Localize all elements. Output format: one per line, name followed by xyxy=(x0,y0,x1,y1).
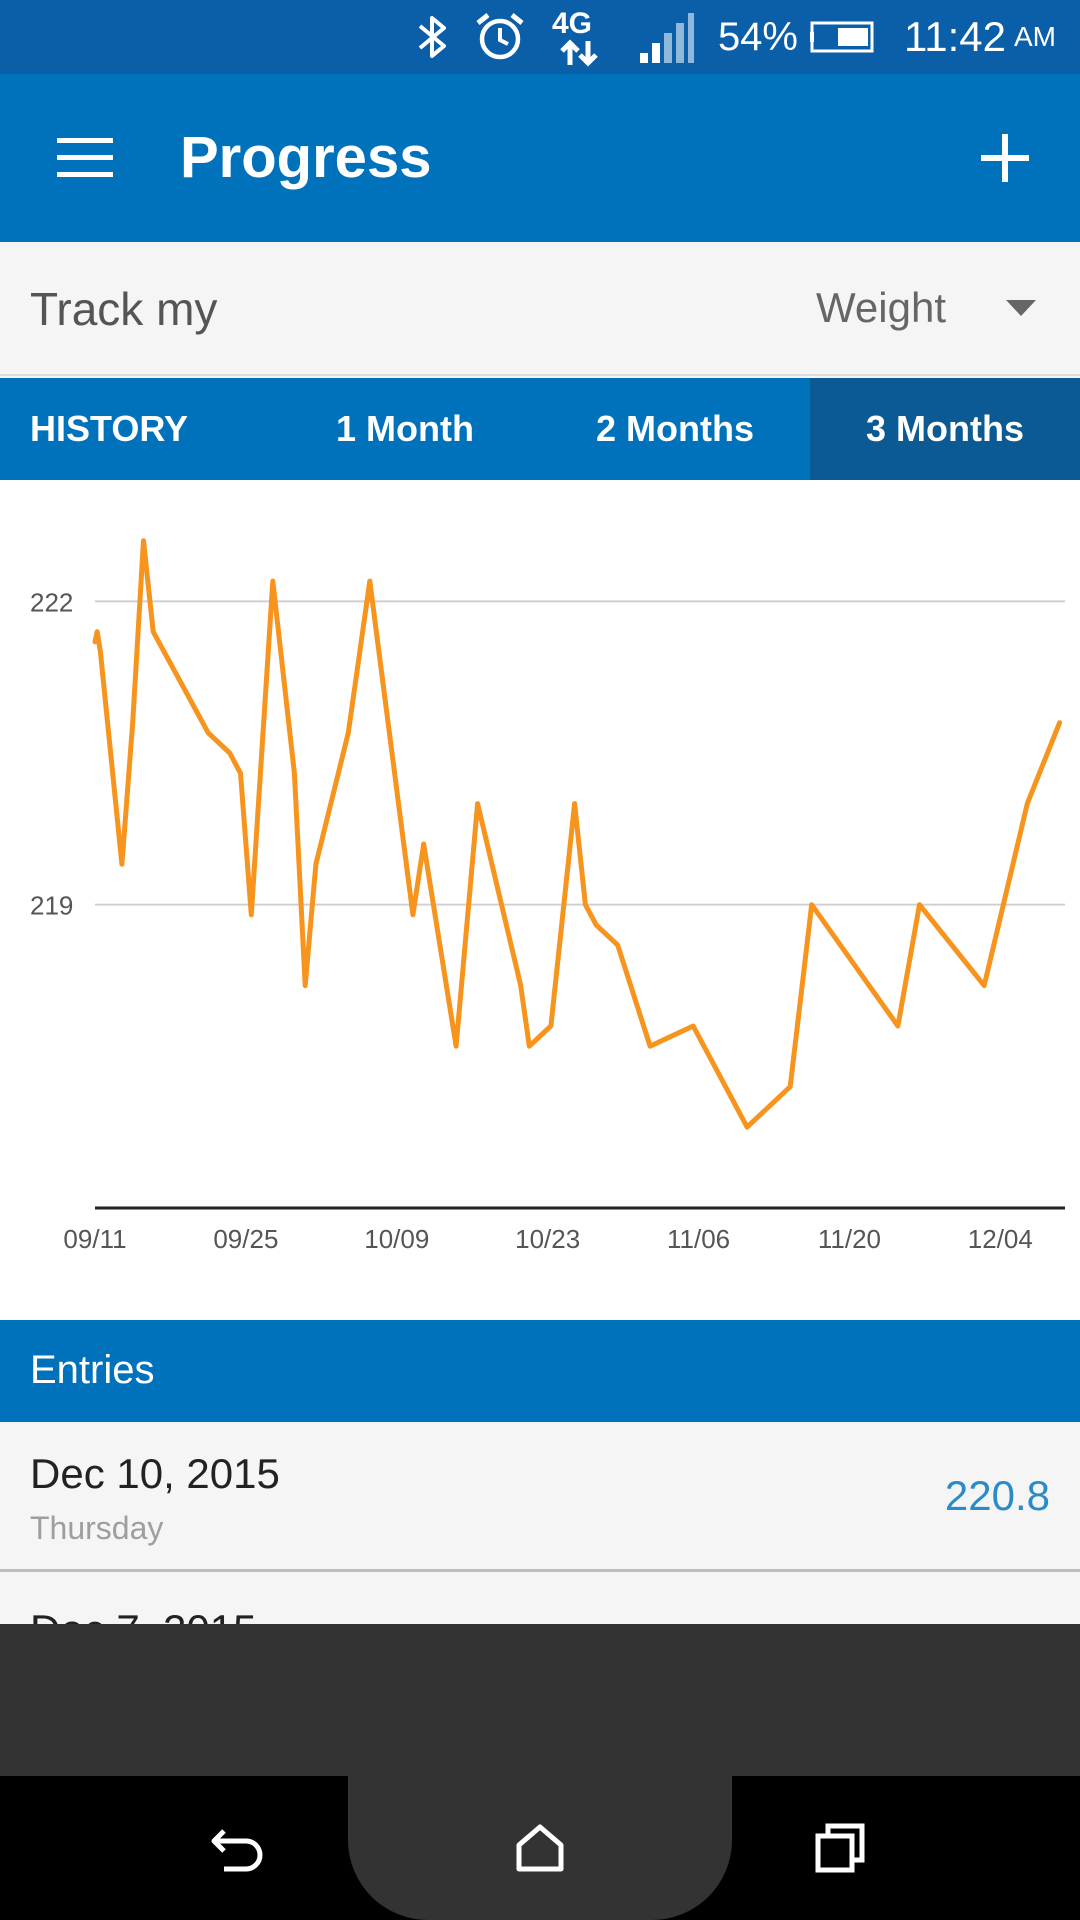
tab-history[interactable]: HISTORY xyxy=(30,408,189,449)
nav-bar xyxy=(0,1776,1080,1920)
chevron-down-icon xyxy=(1006,300,1036,316)
network-label: 4G xyxy=(552,7,592,40)
tab-2-months[interactable]: 2 Months xyxy=(596,408,754,449)
tab-1-month[interactable]: 1 Month xyxy=(336,408,474,449)
add-icon xyxy=(981,134,1029,182)
y-tick-label: 219 xyxy=(30,891,73,921)
x-tick-label: 09/25 xyxy=(213,1224,278,1254)
battery-icon xyxy=(810,20,878,54)
series-line xyxy=(92,538,1063,1130)
recents-button[interactable] xyxy=(780,1798,900,1898)
bluetooth-icon xyxy=(416,12,450,62)
signal-icon xyxy=(638,9,694,65)
entry-day: Thursday xyxy=(30,1510,164,1546)
home-pill xyxy=(348,1776,732,1920)
snackbar-overlay xyxy=(0,1624,1080,1776)
x-tick-label: 11/06 xyxy=(667,1224,730,1254)
back-button[interactable] xyxy=(180,1798,300,1898)
home-icon xyxy=(516,1824,564,1872)
battery-percent: 54% xyxy=(717,14,798,59)
entries-header: Entries xyxy=(0,1320,1080,1422)
add-button[interactable] xyxy=(960,118,1050,198)
alarm-icon xyxy=(474,11,526,63)
entry-date: Dec 10, 2015 xyxy=(30,1450,280,1497)
y-tick-label: 222 xyxy=(30,587,73,617)
page-title: Progress xyxy=(180,125,432,190)
x-tick-label: 09/11 xyxy=(63,1224,126,1254)
x-tick-label: 10/09 xyxy=(364,1224,429,1254)
back-icon xyxy=(211,1829,263,1872)
entries-title: Entries xyxy=(30,1348,155,1392)
clock: 11:42 AM xyxy=(904,13,1056,60)
menu-icon xyxy=(57,138,113,177)
4g-lte-icon: 4G xyxy=(550,5,614,69)
track-label: Track my xyxy=(30,283,218,335)
weight-chart: 219 222 09/11 09/25 10/09 10/23 11/06 11/20 12/0… xyxy=(0,480,1080,1320)
menu-button[interactable] xyxy=(40,118,130,198)
recents-icon xyxy=(815,1823,865,1873)
clock-ampm: AM xyxy=(1014,21,1056,52)
x-tick-label: 10/23 xyxy=(515,1224,580,1254)
entry-value: 220.8 xyxy=(944,1472,1050,1519)
chart-svg: 219 222 09/11 09/25 10/09 10/23 11/06 11/20 12/0… xyxy=(30,538,1065,1254)
track-row: Track my Weight xyxy=(0,242,1080,376)
home-button[interactable] xyxy=(480,1798,600,1898)
track-dropdown[interactable]: Weight xyxy=(750,260,1050,356)
track-selected-value: Weight xyxy=(816,284,946,331)
x-tick-label: 11/20 xyxy=(818,1224,881,1254)
app-bar: Progress xyxy=(0,74,1080,242)
status-bar: 4G 54% xyxy=(0,0,1080,74)
range-tabs: HISTORY 1 Month 2 Months 3 Months xyxy=(0,378,1080,480)
x-tick-label: 12/04 xyxy=(968,1224,1033,1254)
tab-3-months[interactable]: 3 Months xyxy=(810,378,1080,480)
entry-row[interactable]: Dec 10, 2015 Thursday 220.8 xyxy=(0,1422,1080,1572)
